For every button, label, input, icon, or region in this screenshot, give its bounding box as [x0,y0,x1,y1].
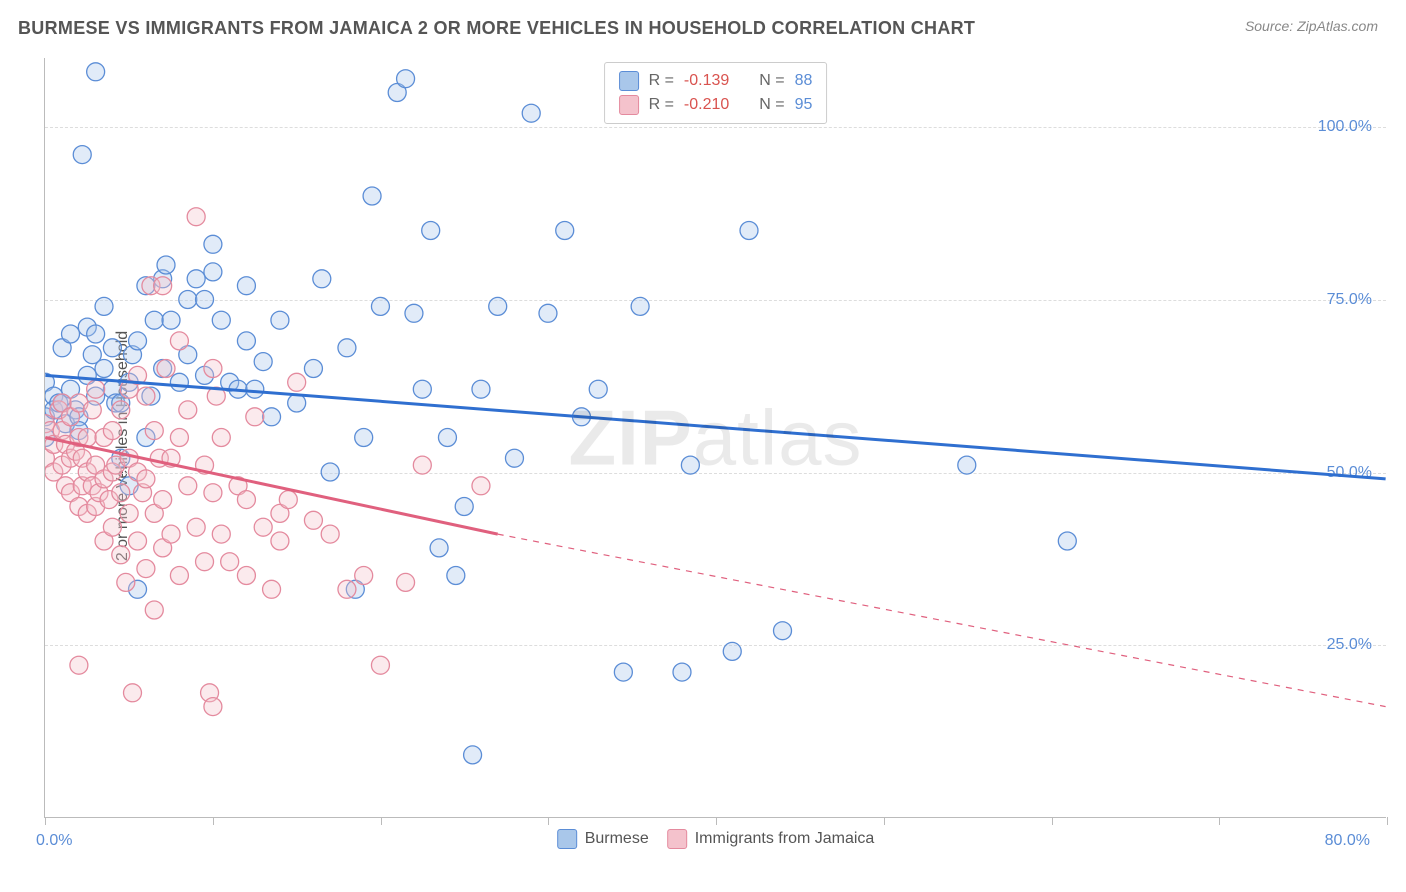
legend-row-jamaica: R = -0.210 N = 95 [619,93,813,117]
x-max-label: 80.0% [1325,832,1370,850]
swatch-burmese [619,71,639,91]
x-min-label: 0.0% [36,832,72,850]
correlation-legend: R = -0.139 N = 88 R = -0.210 N = 95 [604,62,828,124]
legend-row-burmese: R = -0.139 N = 88 [619,69,813,93]
scatter-plot [45,58,1386,817]
chart-area: ZIPatlas 25.0%50.0%75.0%100.0% R = -0.13… [44,58,1386,818]
chart-title: BURMESE VS IMMIGRANTS FROM JAMAICA 2 OR … [18,18,975,39]
x-axis-labels: 0.0% 80.0% [44,832,1386,862]
swatch-jamaica [619,95,639,115]
source-label: Source: ZipAtlas.com [1245,18,1378,34]
